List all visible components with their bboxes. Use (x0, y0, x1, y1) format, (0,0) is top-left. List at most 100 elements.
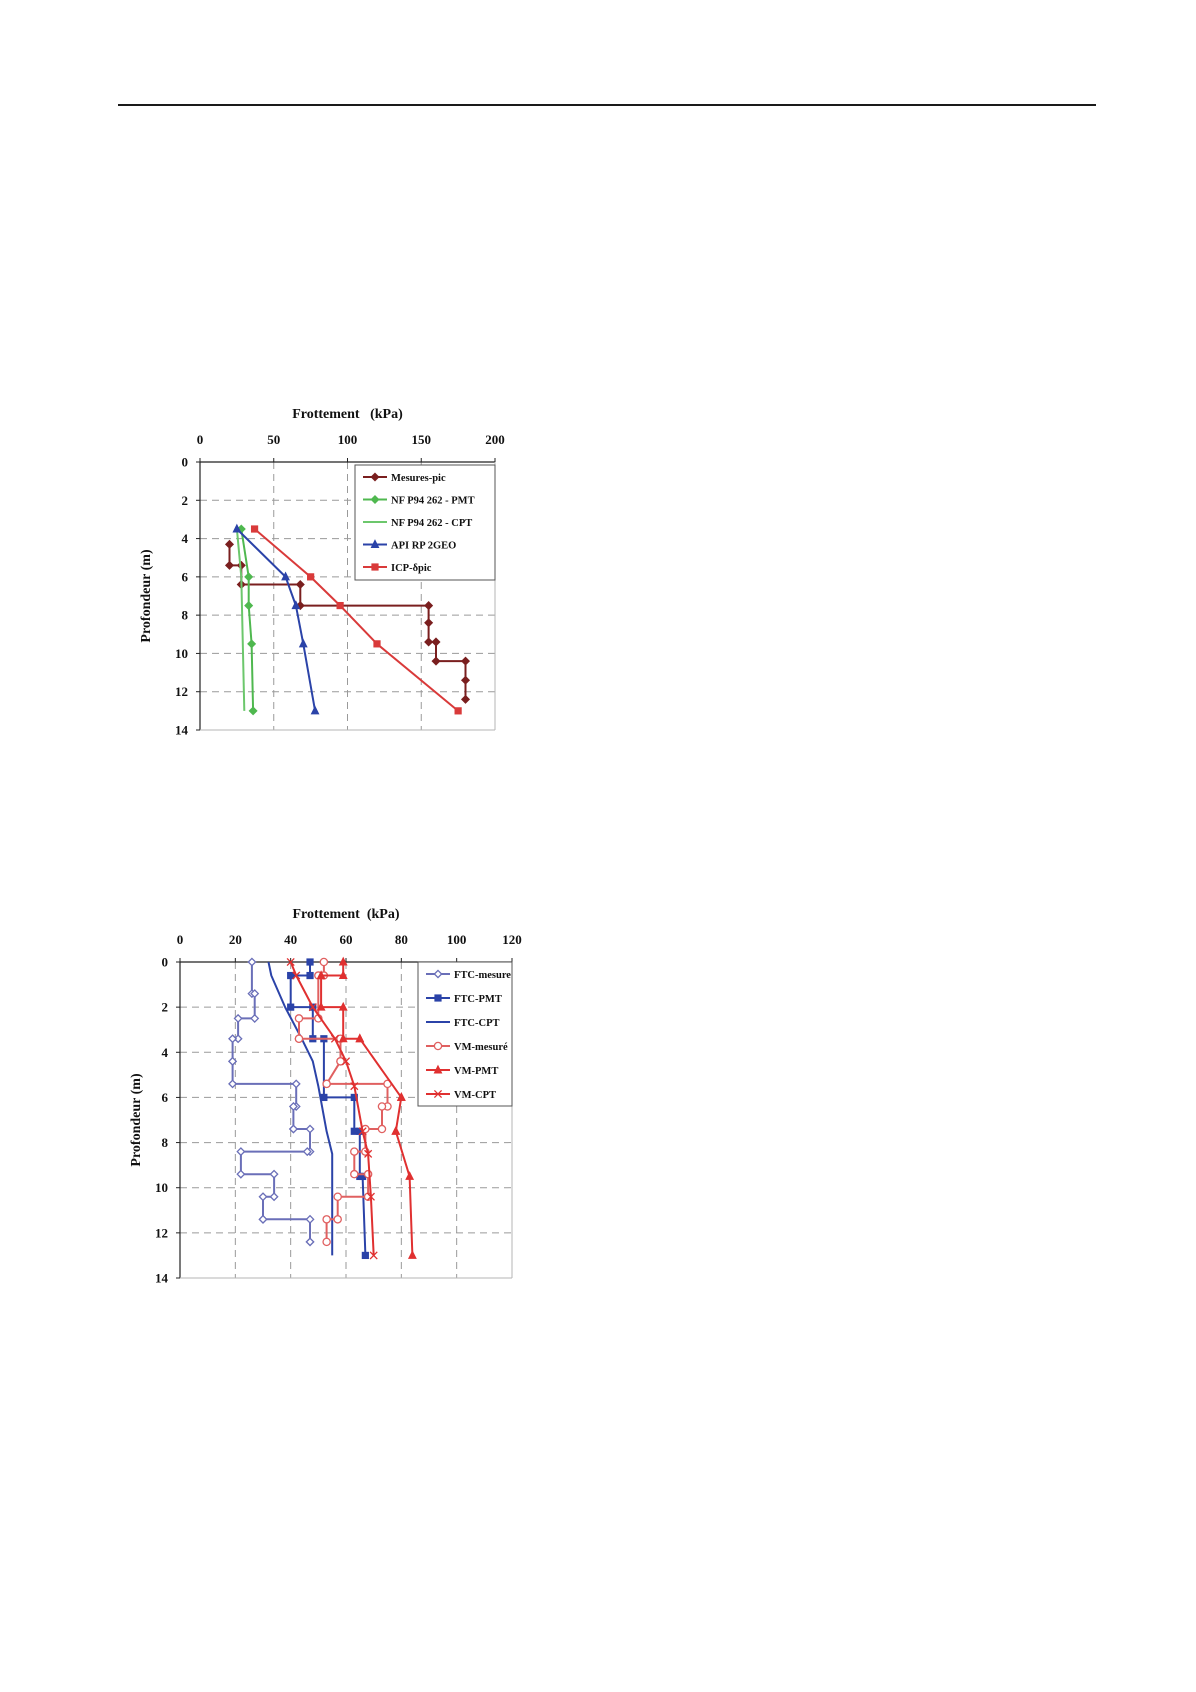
data-point (391, 1125, 401, 1135)
data-point (363, 1169, 373, 1179)
x-tick-label: 0 (177, 932, 184, 947)
header-rule (118, 104, 1096, 106)
x-tick-label: 0 (197, 432, 204, 447)
data-point (341, 1057, 351, 1066)
y-tick-label: 2 (162, 1000, 169, 1015)
legend-label: NF P94 262 - CPT (391, 518, 472, 529)
legend-marker (433, 1089, 443, 1099)
x-tick-label: 100 (447, 932, 467, 947)
data-point (336, 601, 344, 610)
data-point (322, 1237, 331, 1247)
data-point (302, 1147, 312, 1157)
data-point (424, 637, 434, 647)
legend-marker (370, 494, 380, 505)
data-point (244, 572, 254, 582)
data-point (286, 957, 295, 967)
y-tick-label: 10 (175, 646, 188, 661)
legend: Mesures-pic NF P94 262 - PMT NF P94 262 - … (354, 464, 496, 581)
series-line (235, 528, 246, 711)
data-point (316, 1001, 326, 1011)
legend-marker (434, 994, 442, 1002)
x-tick-label: 150 (412, 432, 432, 447)
series-6 (286, 957, 378, 1260)
data-point (247, 639, 257, 649)
data-point (224, 539, 235, 549)
x-tick-label: 50 (267, 432, 280, 447)
data-point (258, 1214, 268, 1224)
data-point (431, 656, 441, 666)
data-point (361, 1251, 369, 1260)
data-point (248, 706, 258, 716)
legend-label: VM-mesuré (454, 1042, 508, 1053)
data-point (258, 1192, 268, 1202)
legend-label: API RP 2GEO (391, 540, 456, 551)
data-point (287, 1003, 295, 1011)
legend-label: FTC-mesure (454, 970, 511, 981)
series-3 (267, 961, 334, 1256)
data-point (307, 573, 315, 581)
y-tick-label: 0 (162, 955, 169, 970)
data-point (224, 560, 235, 570)
data-point (396, 1092, 406, 1101)
data-point (232, 523, 242, 533)
legend-label: FTC-PMT (454, 994, 502, 1005)
legend-marker (433, 969, 443, 979)
y-tick-label: 8 (162, 1135, 169, 1150)
data-point (228, 1079, 238, 1089)
legend-marker (370, 472, 380, 482)
x-tick-label: 100 (338, 432, 358, 447)
y-tick-label: 6 (162, 1090, 169, 1105)
series-line (289, 961, 375, 1256)
x-tick-label: 60 (340, 932, 353, 947)
y-tick-label: 6 (182, 569, 189, 584)
y-tick-label: 14 (155, 1271, 169, 1286)
chart-2: 0 20 40 60 80 100 120 0 2 4 6 8 10 12 14 Frottement (kP… (129, 907, 522, 1286)
y-tick-label: 12 (155, 1225, 168, 1240)
legend-marker (433, 1064, 443, 1074)
data-point (338, 970, 348, 980)
legend-marker (371, 563, 379, 571)
data-point (330, 1034, 339, 1043)
data-point (322, 1079, 331, 1089)
data-point (308, 1003, 317, 1012)
data-point (294, 1034, 304, 1043)
data-point (269, 1169, 279, 1179)
data-point (305, 1214, 315, 1224)
data-point (236, 1147, 246, 1157)
y-axis-label: Profondeur (m) (129, 1073, 144, 1167)
data-point (294, 1014, 304, 1023)
data-point (373, 640, 381, 648)
data-point (233, 1013, 243, 1023)
data-point (250, 1013, 260, 1023)
data-point (306, 958, 314, 966)
data-point (288, 1101, 298, 1111)
data-point (316, 970, 326, 980)
data-point (322, 1215, 331, 1224)
data-point (228, 1034, 238, 1044)
y-axis-label: Profondeur (m) (139, 549, 154, 643)
legend-box (417, 961, 513, 1107)
x-tick-label: 40 (284, 932, 297, 947)
series-4 (232, 523, 320, 715)
y-tick-label: 8 (182, 608, 189, 623)
data-point (424, 601, 434, 611)
chart-1: 0 50 100 150 200 0 2 4 6 8 10 12 14 Frottement (kPa) P… (139, 407, 505, 738)
data-point (244, 601, 254, 611)
data-point (305, 1237, 315, 1247)
data-point (407, 1250, 417, 1259)
series-2 (236, 524, 258, 716)
chart-title: Frottement (kPa) (292, 907, 399, 922)
data-point (228, 1056, 238, 1066)
y-tick-label: 0 (182, 455, 189, 470)
y-tick-label: 10 (155, 1180, 168, 1195)
x-tick-label: 20 (229, 932, 242, 947)
data-point (291, 600, 301, 610)
series-5 (316, 956, 417, 1259)
series-5 (250, 525, 462, 715)
data-point (295, 579, 305, 590)
data-point (424, 618, 434, 628)
y-tick-label: 4 (162, 1045, 169, 1060)
chart-title: Frottement (kPa) (292, 407, 403, 422)
data-point (454, 707, 462, 715)
series-3 (235, 528, 246, 711)
